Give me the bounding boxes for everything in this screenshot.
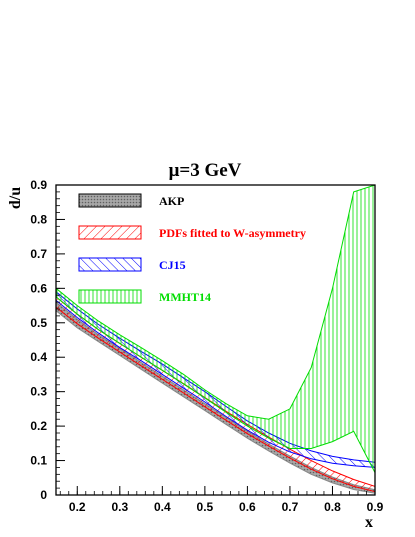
legend-label: CJ15 [159, 258, 186, 272]
legend-label: MMHT14 [159, 290, 211, 304]
legend-swatch [78, 289, 142, 304]
y-tick-label: 0.3 [30, 385, 47, 399]
legend-swatch [78, 225, 142, 240]
x-tick-label: 0.8 [324, 500, 341, 514]
legend: AKP PDFs fitted to W-asymmetry CJ15 MMHT14 [78, 193, 306, 304]
y-axis-label: d/u [7, 187, 24, 209]
legend-label: AKP [159, 194, 184, 208]
legend-swatch [78, 257, 142, 272]
x-tick-label: 0.6 [239, 500, 256, 514]
y-tick-label: 0.6 [30, 281, 47, 295]
ticks: 0 0.1 0.2 0.3 0.4 0.5 0.6 0.7 0.8 0.9 0.2 0.3 0.4 0.5… [30, 178, 383, 514]
x-axis-label: x [365, 514, 373, 531]
plot-frame [55, 184, 376, 496]
x-tick-label: 0.9 [367, 500, 384, 514]
y-tick-label: 0.7 [30, 247, 47, 261]
band-mmht14 [56, 185, 375, 473]
legend-label: PDFs fitted to W-asymmetry [159, 226, 306, 240]
x-tick-label: 0.2 [69, 500, 86, 514]
y-tick-label: 0.8 [30, 212, 47, 226]
y-tick-label: 0.4 [30, 350, 47, 364]
x-tick-label: 0.3 [111, 500, 128, 514]
y-tick-label: 0.5 [30, 316, 47, 330]
y-tick-label: 0 [40, 488, 47, 502]
x-tick-label: 0.7 [282, 500, 299, 514]
legend-swatch [78, 193, 142, 208]
y-tick-label: 0.2 [30, 419, 47, 433]
x-tick-label: 0.5 [197, 500, 214, 514]
y-tick-label: 0.9 [30, 178, 47, 192]
y-tick-label: 0.1 [30, 454, 47, 468]
chart-title: μ=3 GeV [169, 160, 242, 181]
bands [56, 185, 375, 494]
x-tick-label: 0.4 [154, 500, 171, 514]
